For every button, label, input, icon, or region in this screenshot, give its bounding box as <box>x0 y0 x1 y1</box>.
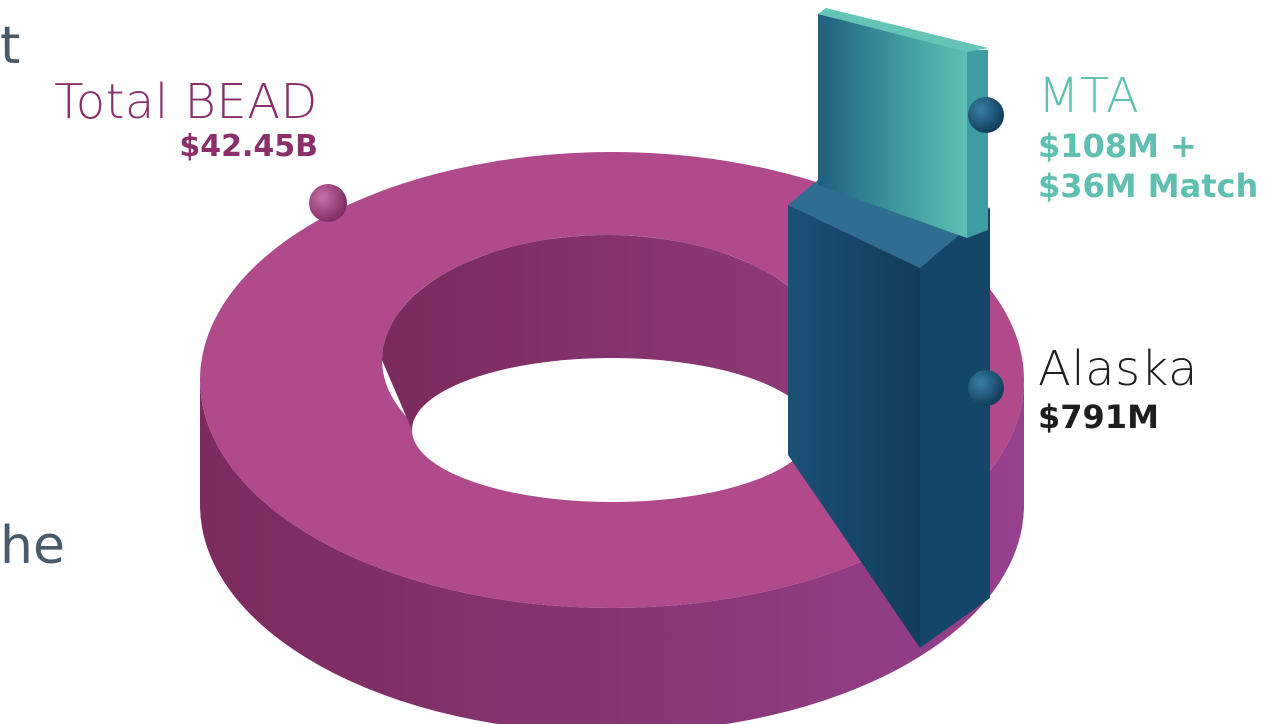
mta-title: MTA <box>1038 68 1140 124</box>
mta-slice-top <box>818 8 988 52</box>
donut-hole <box>412 358 812 502</box>
mta-slice-side <box>967 50 988 238</box>
alaska-slice <box>788 205 920 648</box>
total-bead-slice-side <box>200 380 1024 724</box>
total-bead-marker <box>309 184 347 222</box>
mta-slice <box>818 14 967 238</box>
page-fragment-top: t <box>0 16 21 76</box>
alaska-value: $791M <box>1038 398 1159 436</box>
mta-marker <box>968 97 1004 133</box>
alaska-slice-side <box>920 208 990 648</box>
total-bead-label: Total BEAD $42.45B <box>22 78 318 166</box>
mta-value-line1: $108M + <box>1038 127 1197 165</box>
alaska-label: Alaska $791M <box>1038 345 1198 437</box>
page-fragment-bottom: he <box>0 516 65 576</box>
total-bead-title: Total BEAD <box>54 74 318 130</box>
alaska-marker <box>968 370 1004 406</box>
mta-value-line2: $36M Match <box>1038 167 1259 205</box>
mta-label: MTA $108M + $36M Match <box>1038 72 1258 206</box>
total-bead-value: $42.45B <box>179 129 318 164</box>
alaska-title: Alaska <box>1038 341 1198 397</box>
